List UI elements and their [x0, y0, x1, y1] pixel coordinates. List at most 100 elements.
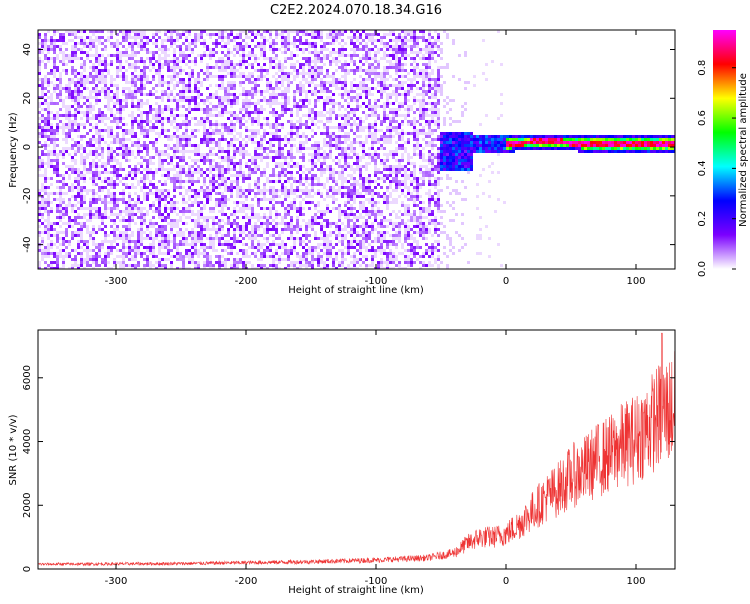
spectrogram-cell: [101, 198, 104, 201]
spectrogram-cell: [161, 240, 164, 243]
spectrogram-cell: [191, 132, 194, 135]
spectrogram-cell: [38, 201, 41, 204]
spectrogram-cell: [224, 150, 227, 153]
spectrogram-cell: [110, 36, 113, 39]
spectrogram-cell: [98, 177, 101, 180]
spectrogram-cell: [293, 90, 296, 93]
spectrogram-cell: [80, 93, 83, 96]
spectrogram-cell: [299, 210, 302, 213]
spectrogram-cell: [305, 99, 308, 102]
spectrogram-cell: [326, 243, 329, 246]
spectrogram-cell: [296, 261, 299, 264]
spectrogram-cell: [137, 150, 140, 153]
spectrogram-cell: [317, 261, 320, 264]
spectrogram-cell: [188, 168, 191, 171]
spectrogram-cell: [176, 66, 179, 69]
spectrogram-cell: [74, 51, 77, 54]
spectrogram-cell: [203, 225, 206, 228]
spectrogram-cell: [167, 135, 170, 138]
spectrogram-cell: [320, 72, 323, 75]
spectrogram-cell: [116, 126, 119, 129]
spectrogram-cell: [158, 210, 161, 213]
spectrogram-cell: [293, 45, 296, 48]
spectrogram-cell: [92, 108, 95, 111]
spectrogram-cell: [206, 69, 209, 72]
spectrogram-cell: [278, 213, 281, 216]
spectrogram-cell: [326, 132, 329, 135]
spectrogram-cell: [299, 156, 302, 159]
spectrogram-cell: [104, 69, 107, 72]
spectrogram-cell: [122, 90, 125, 93]
spectrogram-cell: [329, 90, 332, 93]
spectrogram-cell: [242, 243, 245, 246]
spectrogram-cell: [101, 189, 104, 192]
spectrogram-cell: [71, 219, 74, 222]
spectrogram-cell: [275, 201, 278, 204]
spectrogram-cell: [218, 111, 221, 114]
spectrogram-cell: [305, 126, 308, 129]
spectrogram-cell: [179, 267, 182, 269]
spectrogram-cell: [230, 141, 233, 144]
spectrogram-cell: [338, 129, 341, 132]
spectrogram-cell: [233, 99, 236, 102]
spectrogram-cell: [149, 183, 152, 186]
spectrogram-cell: [80, 162, 83, 165]
spectrogram-cell: [119, 63, 122, 66]
spectrogram-cell: [62, 180, 65, 183]
spectrogram-cell: [161, 243, 164, 246]
spectrogram-cell: [191, 210, 194, 213]
spectrogram-cell: [194, 39, 197, 42]
spectrogram-cell: [41, 93, 44, 96]
spectrogram-cell: [278, 141, 281, 144]
spectrogram-cell: [47, 228, 50, 231]
spectrogram-cell: [248, 54, 251, 57]
spectrogram-cell: [131, 171, 134, 174]
spectrogram-cell: [125, 252, 128, 255]
spectrogram-cell: [260, 78, 263, 81]
spectrogram-cell: [197, 195, 200, 198]
spectrogram-cell: [188, 165, 191, 168]
spectrogram-cell: [206, 48, 209, 51]
spectrogram-cell: [248, 204, 251, 207]
spectrogram-cell: [170, 204, 173, 207]
spectrogram-cell: [173, 150, 176, 153]
spectrogram-cell: [71, 123, 74, 126]
spectrogram-cell: [281, 39, 284, 42]
spectrogram-cell: [206, 105, 209, 108]
spectrogram-cell: [272, 186, 275, 189]
spectrogram-cell: [101, 30, 104, 33]
spectrogram-cell: [113, 45, 116, 48]
spectrogram-cell: [254, 234, 257, 237]
spectrogram-cell: [302, 87, 305, 90]
spectrogram-cell: [338, 147, 341, 150]
spectrogram-cell: [341, 153, 344, 156]
spectrogram-cell: [263, 198, 266, 201]
spectrogram-cell: [38, 60, 41, 63]
spectrogram-cell: [104, 75, 107, 78]
spectrogram-cell: [77, 36, 80, 39]
spectrogram-cell: [83, 168, 86, 171]
spectrogram-cell: [92, 117, 95, 120]
spectrogram-cell: [182, 264, 185, 267]
spectrogram-cell: [56, 165, 59, 168]
spectrogram-cell: [104, 213, 107, 216]
spectrogram-cell: [188, 210, 191, 213]
spectrogram-cell: [320, 69, 323, 72]
spectrogram-cell: [212, 33, 215, 36]
spectrogram-cell: [221, 168, 224, 171]
spectrogram-cell: [254, 222, 257, 225]
spectrogram-cell: [251, 243, 254, 246]
spectrogram-cell: [62, 87, 65, 90]
spectrogram-cell: [287, 138, 290, 141]
spectrogram-cell: [128, 207, 131, 210]
spectrogram-cell: [305, 222, 308, 225]
spectrogram-cell: [299, 195, 302, 198]
spectrogram-cell: [287, 72, 290, 75]
spectrogram-cell: [239, 72, 242, 75]
spectrogram-cell: [215, 153, 218, 156]
spectrogram-cell: [161, 219, 164, 222]
spectrogram-cell: [62, 240, 65, 243]
spectrogram-cell: [131, 105, 134, 108]
spectrogram-cell: [116, 123, 119, 126]
spectrogram-cell: [146, 81, 149, 84]
